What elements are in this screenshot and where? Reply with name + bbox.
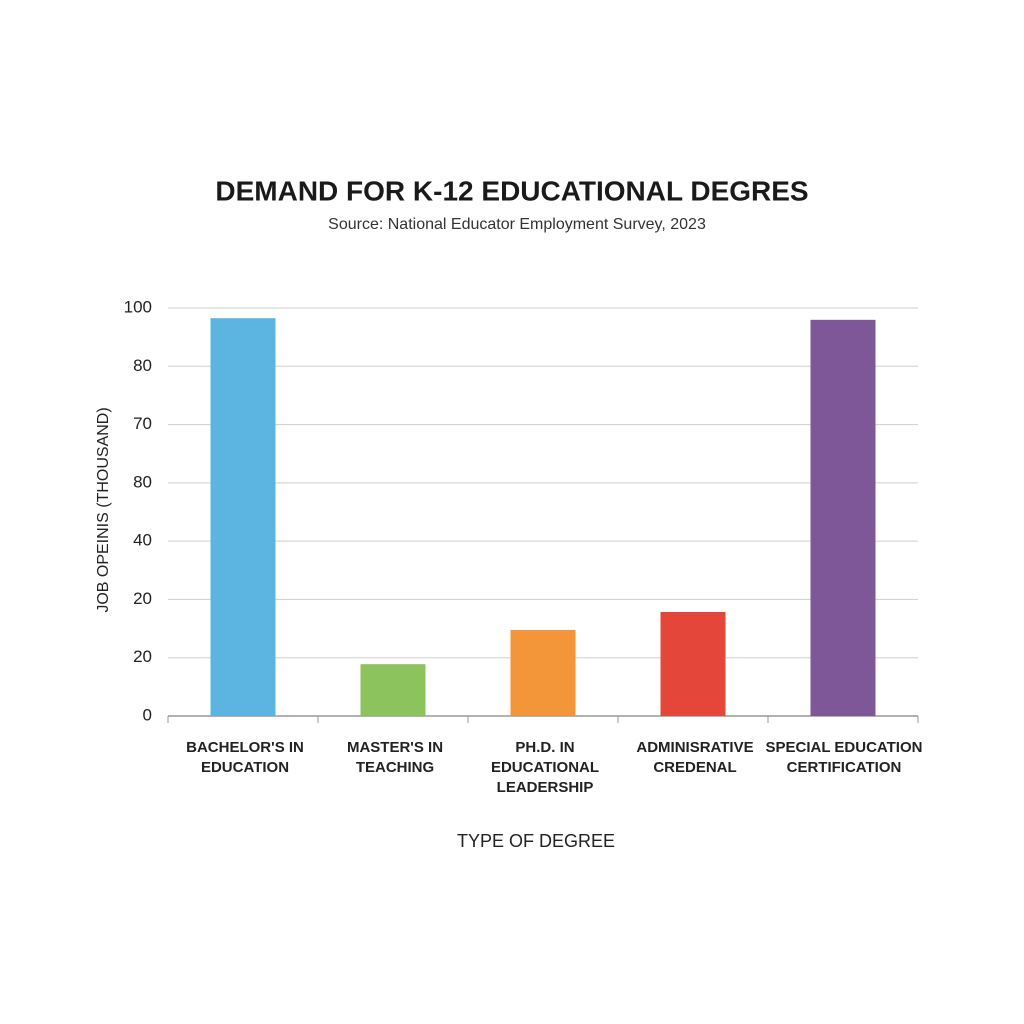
y-axis-label: JOB OPEINIS (THOUSAND) <box>95 407 112 612</box>
y-tick-label: 100 <box>124 297 152 316</box>
bar <box>510 629 576 716</box>
y-tick-label: 70 <box>133 414 152 433</box>
y-tick-label: 0 <box>143 705 152 724</box>
bar <box>360 664 426 716</box>
bar <box>210 318 276 716</box>
y-tick-label: 80 <box>133 356 152 375</box>
x-tick-label: PH.D. IN EDUCATIONAL LEADERSHIP <box>490 739 600 796</box>
y-tick-label: 80 <box>133 472 152 491</box>
x-tick-label: MASTER'S IN TEACHING <box>346 739 444 776</box>
y-tick-label: 20 <box>133 647 152 666</box>
bar <box>810 319 876 716</box>
x-axis-label: TYPE OF DEGREE <box>457 831 615 851</box>
x-tick-label: SPECIAL EDUCATION CERTIFICATION <box>765 739 923 776</box>
x-tick-label: BACHELOR'S IN EDUCATION <box>186 739 304 776</box>
y-tick-label: 40 <box>133 531 152 550</box>
bar <box>660 611 726 716</box>
x-tick-label: ADMINISRATIVE CREDENAL <box>636 739 754 776</box>
chart-title: DEMAND FOR K-12 EDUCATIONAL DEGRES <box>215 175 808 206</box>
chart-subtitle: Source: National Educator Employment Sur… <box>328 216 706 233</box>
y-tick-label: 20 <box>133 589 152 608</box>
